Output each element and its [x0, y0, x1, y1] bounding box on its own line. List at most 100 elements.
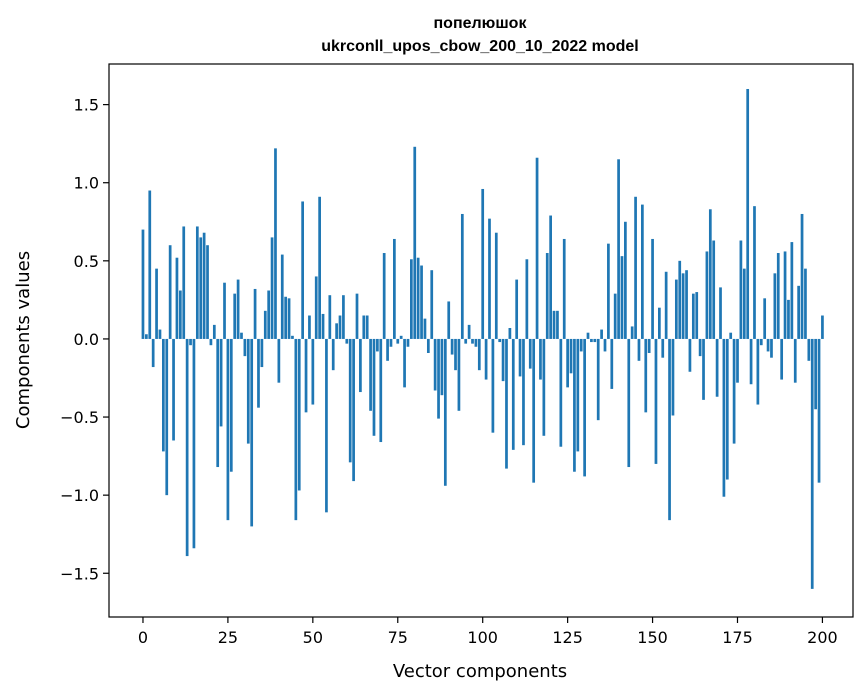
bar-95 — [464, 338, 468, 344]
bar-183 — [763, 298, 767, 339]
bar-101 — [484, 338, 488, 380]
bar-191 — [790, 242, 794, 339]
bar-80 — [413, 146, 417, 339]
bar-48 — [304, 338, 308, 413]
bar-52 — [318, 196, 321, 339]
bar-141 — [620, 256, 624, 339]
bar-60 — [345, 338, 349, 344]
x-tick-label: 50 — [303, 628, 323, 647]
x-tick-label: 200 — [807, 628, 838, 647]
bar-155 — [668, 338, 671, 521]
bar-106 — [501, 338, 505, 382]
bar-64 — [359, 338, 362, 393]
bar-193 — [797, 285, 800, 339]
bar-147 — [641, 204, 644, 339]
bar-97 — [471, 338, 474, 344]
bar-128 — [576, 338, 580, 452]
bar-25 — [226, 338, 230, 521]
bar-73 — [389, 338, 393, 347]
bar-160 — [685, 270, 688, 339]
bar-108 — [508, 328, 512, 339]
x-axis-label: Vector components — [393, 661, 567, 682]
bar-104 — [494, 232, 498, 339]
bar-107 — [505, 338, 508, 469]
y-tick-label: −1.5 — [60, 564, 99, 583]
bar-112 — [522, 338, 525, 446]
bar-166 — [705, 251, 709, 339]
bar-54 — [325, 338, 328, 513]
bar-51 — [314, 276, 318, 339]
bar-92 — [454, 338, 457, 371]
bar-110 — [515, 279, 519, 339]
bar-57 — [335, 323, 338, 339]
bar-19 — [206, 245, 209, 339]
bar-0 — [141, 229, 145, 339]
bar-74 — [393, 238, 396, 339]
y-tick-label: 1.5 — [74, 96, 99, 115]
bar-197 — [810, 338, 814, 589]
bar-129 — [579, 338, 583, 352]
bar-35 — [260, 338, 264, 368]
bar-24 — [223, 282, 226, 339]
bar-42 — [284, 296, 288, 339]
bar-142 — [624, 221, 627, 339]
bar-67 — [369, 338, 372, 411]
bar-123 — [559, 338, 563, 447]
bar-89 — [443, 338, 447, 486]
bar-173 — [729, 332, 733, 339]
bar-72 — [386, 338, 389, 361]
x-tick-label: 25 — [218, 628, 238, 647]
bar-96 — [467, 324, 471, 339]
bar-162 — [691, 293, 695, 339]
bar-179 — [749, 338, 753, 385]
bar-66 — [365, 315, 369, 339]
y-axis-ticks: −1.5 −1.0 −0.5 0.0 0.5 1.0 1.5 — [60, 96, 109, 583]
bar-192 — [793, 338, 797, 383]
bar-41 — [280, 254, 284, 339]
bar-29 — [240, 332, 243, 339]
bar-131 — [586, 332, 590, 339]
bar-81 — [416, 257, 420, 339]
y-tick-label: −0.5 — [60, 408, 99, 427]
y-axis-label: Components values — [13, 251, 34, 429]
x-tick-label: 0 — [138, 628, 148, 647]
bar-182 — [759, 338, 763, 346]
bar-21 — [212, 324, 216, 339]
bar-44 — [291, 335, 294, 339]
x-tick-label: 150 — [637, 628, 668, 647]
bar-181 — [756, 338, 760, 405]
bar-159 — [681, 273, 685, 339]
bar-3 — [151, 338, 155, 368]
bar-145 — [634, 196, 637, 339]
bar-45 — [294, 338, 298, 521]
bar-152 — [658, 307, 661, 339]
bar-172 — [725, 338, 729, 480]
bar-130 — [583, 338, 586, 477]
bar-134 — [596, 338, 600, 421]
bar-7 — [165, 338, 169, 496]
bar-144 — [630, 326, 634, 339]
bar-132 — [590, 338, 593, 343]
bar-82 — [420, 265, 423, 339]
bar-56 — [331, 338, 335, 371]
bar-102 — [488, 218, 491, 339]
bar-98 — [474, 338, 478, 347]
bar-71 — [382, 253, 386, 339]
bar-175 — [736, 338, 739, 383]
bar-149 — [647, 338, 651, 353]
bar-88 — [440, 338, 444, 396]
bar-61 — [348, 338, 352, 463]
bar-169 — [715, 338, 719, 397]
bar-100 — [481, 188, 485, 339]
bar-33 — [253, 288, 257, 339]
bar-190 — [787, 299, 790, 339]
bar-139 — [613, 293, 617, 339]
bar-10 — [175, 257, 179, 339]
bar-59 — [342, 295, 345, 339]
bar-195 — [804, 268, 807, 339]
bar-31 — [246, 338, 250, 444]
bar-196 — [807, 338, 811, 361]
bar-189 — [783, 251, 787, 339]
bar-34 — [257, 338, 260, 408]
bar-94 — [460, 213, 464, 339]
